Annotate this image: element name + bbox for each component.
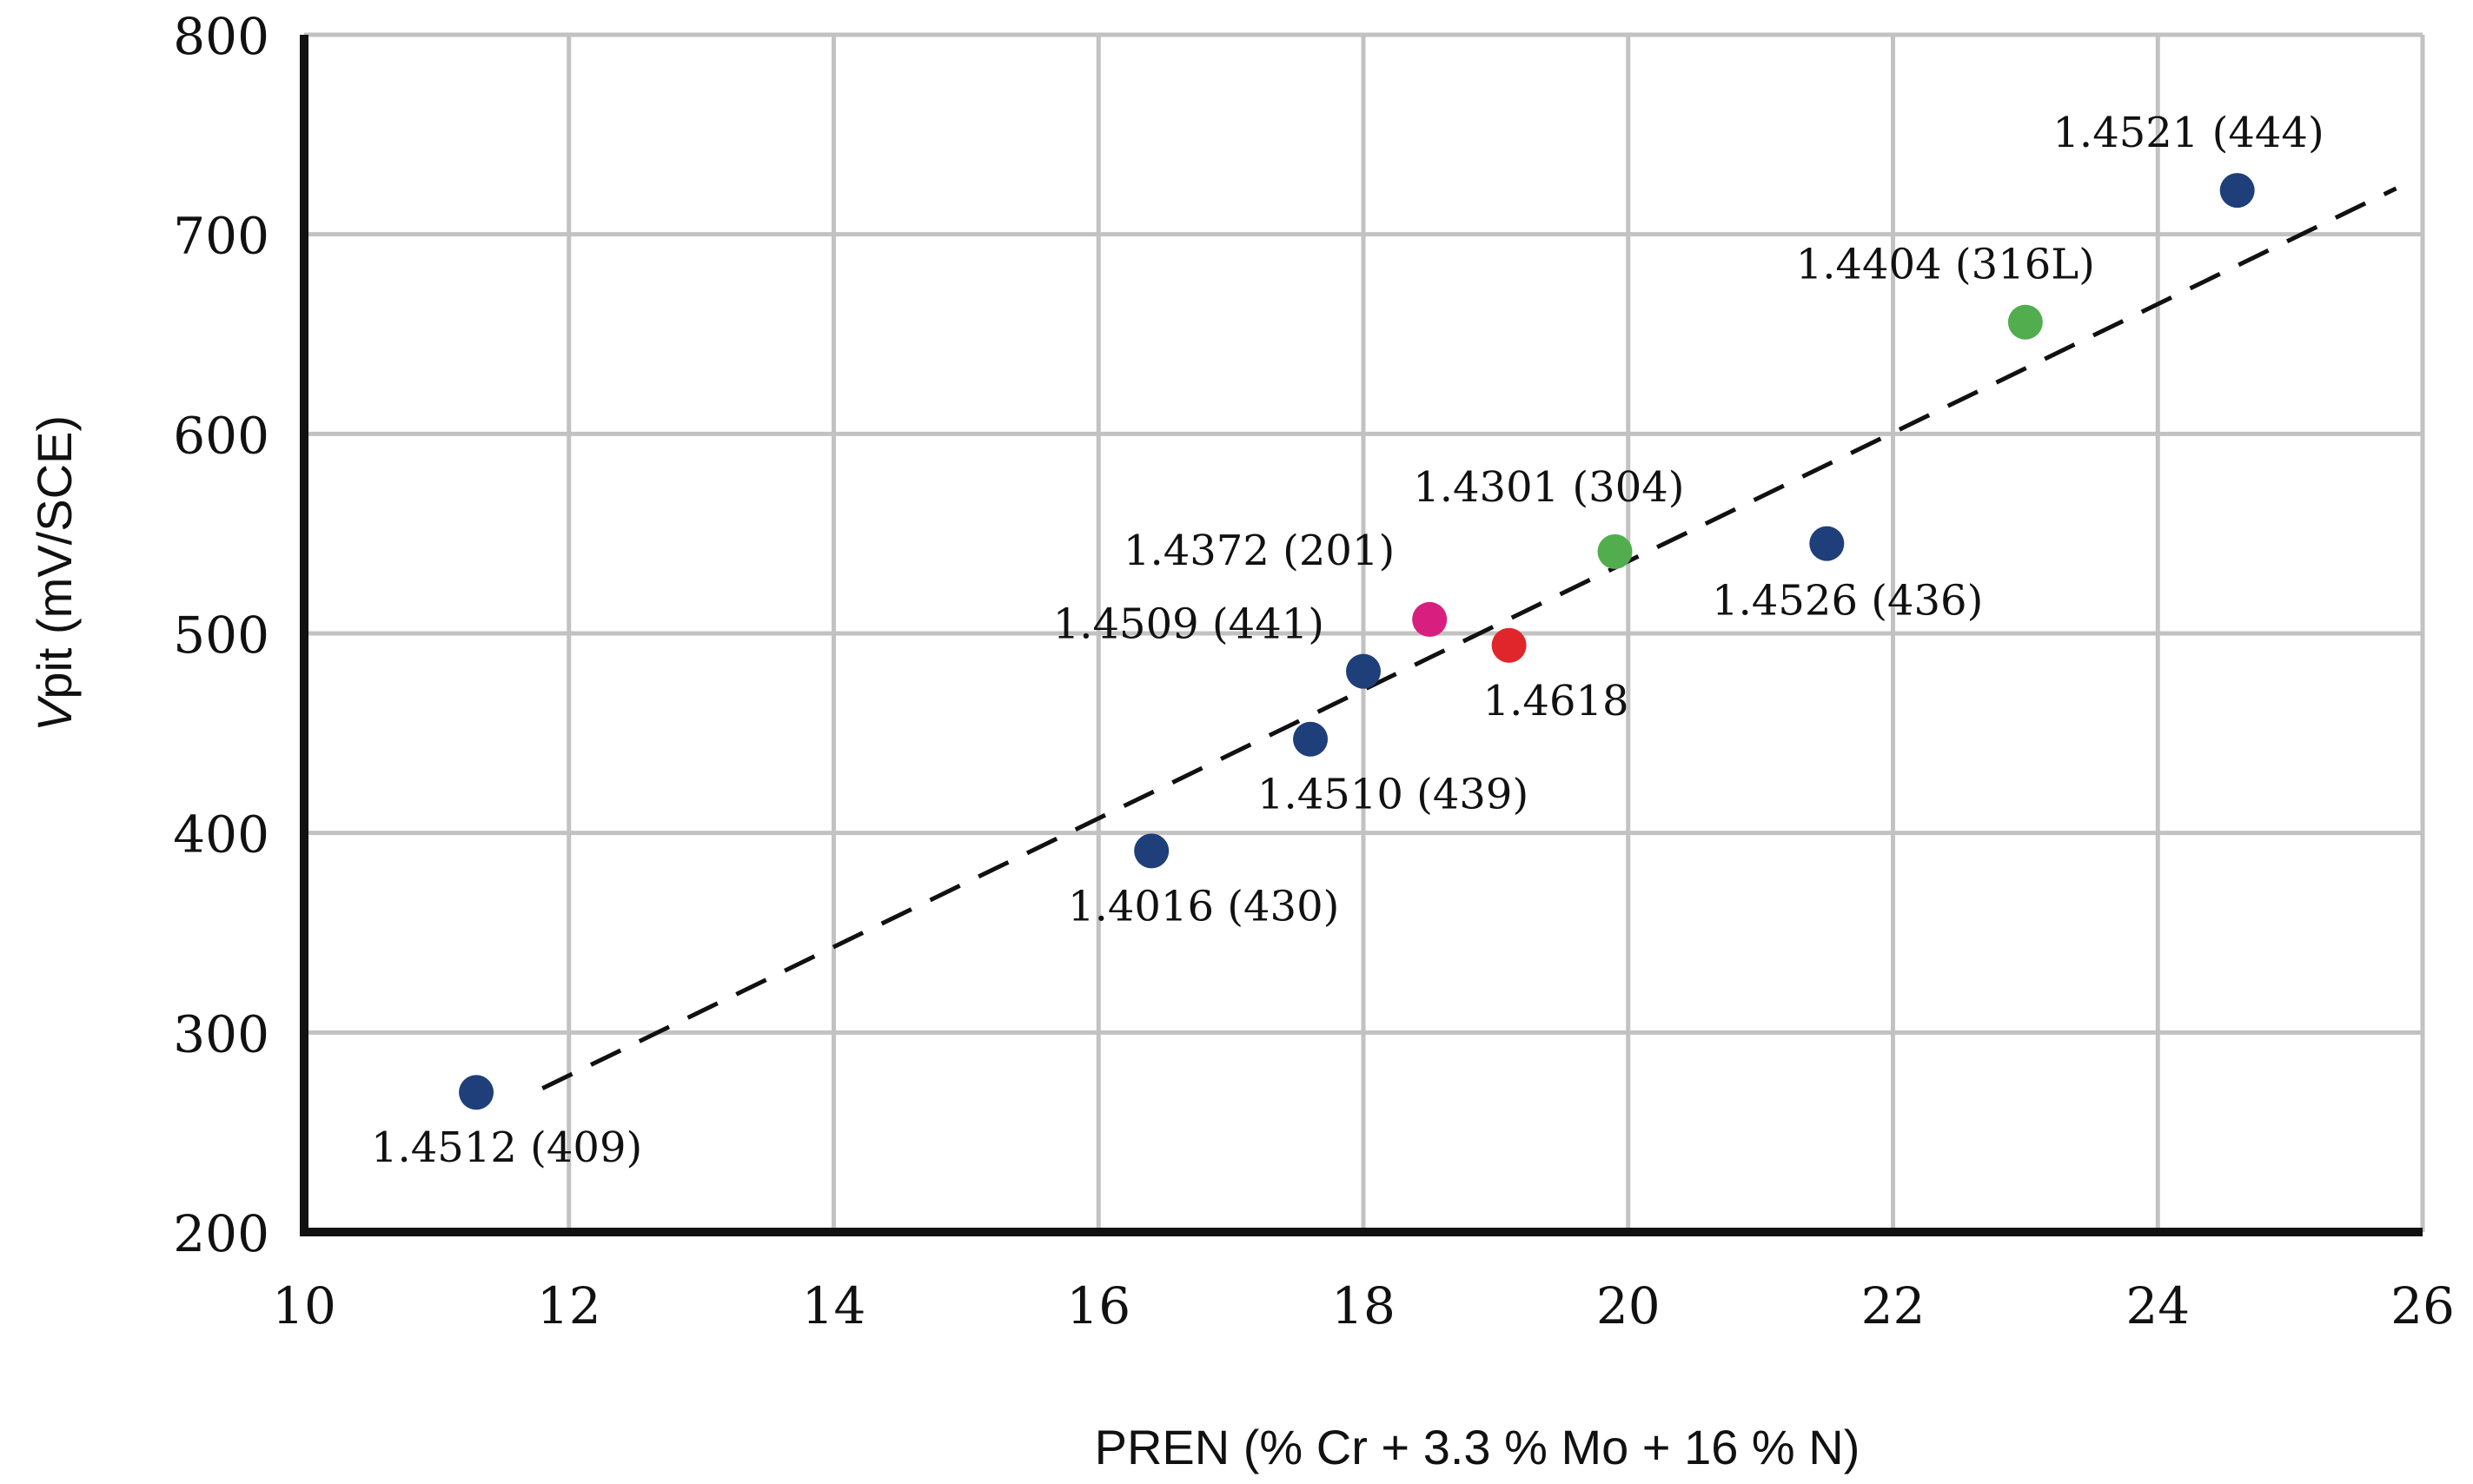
data-points (459, 173, 2255, 1110)
y-tick-label-400: 400 (173, 805, 269, 865)
data-point (2219, 173, 2255, 209)
point-label: 1.4372 (201) (1124, 527, 1395, 575)
x-tick-label-10: 10 (272, 1276, 336, 1335)
y-tick-label-200: 200 (173, 1204, 269, 1263)
y-tick-label-600: 600 (173, 406, 269, 465)
trendline (541, 186, 2397, 1090)
point-label: 1.4301 (304) (1413, 463, 1684, 512)
x-tick-label-24: 24 (2125, 1276, 2190, 1335)
data-point (459, 1075, 494, 1110)
x-tick-label-22: 22 (1861, 1276, 1926, 1335)
axes (300, 35, 2423, 1236)
y-tick-label-800: 800 (173, 7, 269, 66)
x-tick-label-18: 18 (1331, 1276, 1396, 1335)
x-tick-label-20: 20 (1596, 1276, 1661, 1335)
y-axis-label-rest: pit (mV/SCE) (27, 415, 82, 699)
data-point (1597, 533, 1633, 569)
x-axis-label: PREN (% Cr + 3.3 % Mo + 16 % N) (1095, 1420, 1860, 1474)
point-label: 1.4526 (436) (1712, 577, 1983, 626)
point-label: 1.4510 (439) (1257, 771, 1528, 819)
point-label: 1.4512 (409) (371, 1123, 642, 1172)
data-point (1809, 526, 1845, 561)
data-point (1134, 833, 1170, 869)
x-tick-label-14: 14 (802, 1276, 866, 1335)
y-tick-label-500: 500 (173, 606, 269, 665)
y-axis-label-italic: V (27, 695, 82, 732)
x-tick-label-12: 12 (537, 1276, 601, 1335)
data-point (1346, 653, 1381, 689)
point-labels: 1.4512 (409) 1.4016 (430) 1.4510 (439) 1.45… (371, 109, 2324, 1172)
data-point (1412, 601, 1448, 637)
data-point (2007, 304, 2043, 340)
x-tick-label-16: 16 (1066, 1276, 1130, 1335)
point-label: 1.4618 (1483, 677, 1629, 725)
point-label: 1.4509 (441) (1053, 600, 1324, 649)
x-tick-label-26: 26 (2390, 1276, 2455, 1335)
point-label: 1.4404 (316L) (1796, 241, 2095, 289)
data-point (1491, 627, 1527, 663)
point-label: 1.4521 (444) (2052, 109, 2324, 157)
grid (304, 32, 2425, 1232)
point-label: 1.4016 (430) (1068, 882, 1339, 931)
y-tick-label-700: 700 (173, 207, 269, 266)
tick-labels: 10 12 14 16 18 20 22 24 26 200 300 400 500 600 700 800 (173, 7, 2455, 1335)
data-point (1293, 721, 1329, 757)
y-axis-label: Vpit (mV/SCE) (27, 415, 82, 732)
y-tick-label-300: 300 (173, 1004, 269, 1063)
trendline-layer (541, 186, 2397, 1090)
